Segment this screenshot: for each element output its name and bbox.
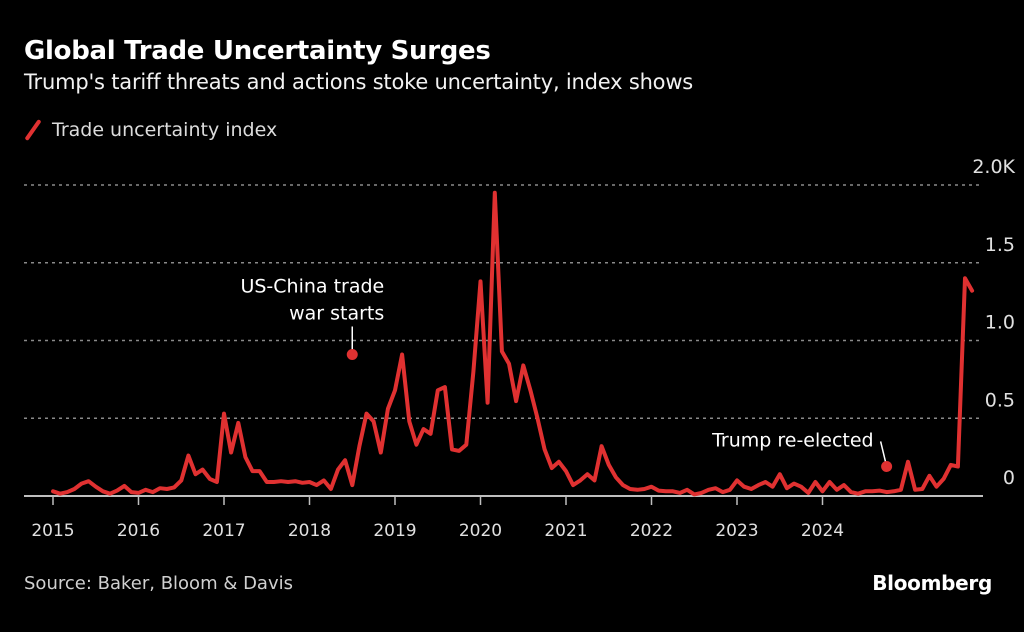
x-tick-label: 2021 (544, 521, 587, 541)
y-tick-label: 1.0 (985, 312, 1015, 334)
x-tick-label: 2023 (715, 521, 758, 541)
x-tick-label: 2024 (801, 521, 844, 541)
chart-subtitle: Trump's tariff threats and actions stoke… (24, 70, 694, 94)
annotation-marker (881, 460, 893, 472)
chart-title: Global Trade Uncertainty Surges (24, 36, 491, 66)
annotation-text: war starts (289, 302, 384, 324)
annotation-marker (346, 348, 358, 360)
bloomberg-logo: Bloomberg (872, 571, 992, 595)
legend: Trade uncertainty index (24, 118, 277, 142)
legend-label: Trade uncertainty index (52, 119, 278, 141)
y-tick-label: 0.5 (985, 389, 1015, 411)
x-tick-label: 2020 (459, 521, 502, 541)
y-tick-label: 1.5 (985, 234, 1015, 256)
x-tick-label: 2018 (288, 521, 331, 541)
source-note: Source: Baker, Bloom & Davis (24, 573, 293, 594)
y-tick-label: 0 (1003, 467, 1015, 489)
annotation-text: US-China trade (240, 275, 384, 297)
y-tick-label: 2.0K (972, 156, 1015, 178)
x-tick-label: 2022 (630, 521, 673, 541)
annotation-text: Trump re-elected (711, 429, 874, 451)
x-tick-label: 2017 (202, 521, 245, 541)
series-line-trade-uncertainty (51, 190, 975, 497)
x-tick-label: 2016 (117, 521, 160, 541)
x-tick-label: 2015 (31, 521, 74, 541)
x-tick-label: 2019 (373, 521, 416, 541)
